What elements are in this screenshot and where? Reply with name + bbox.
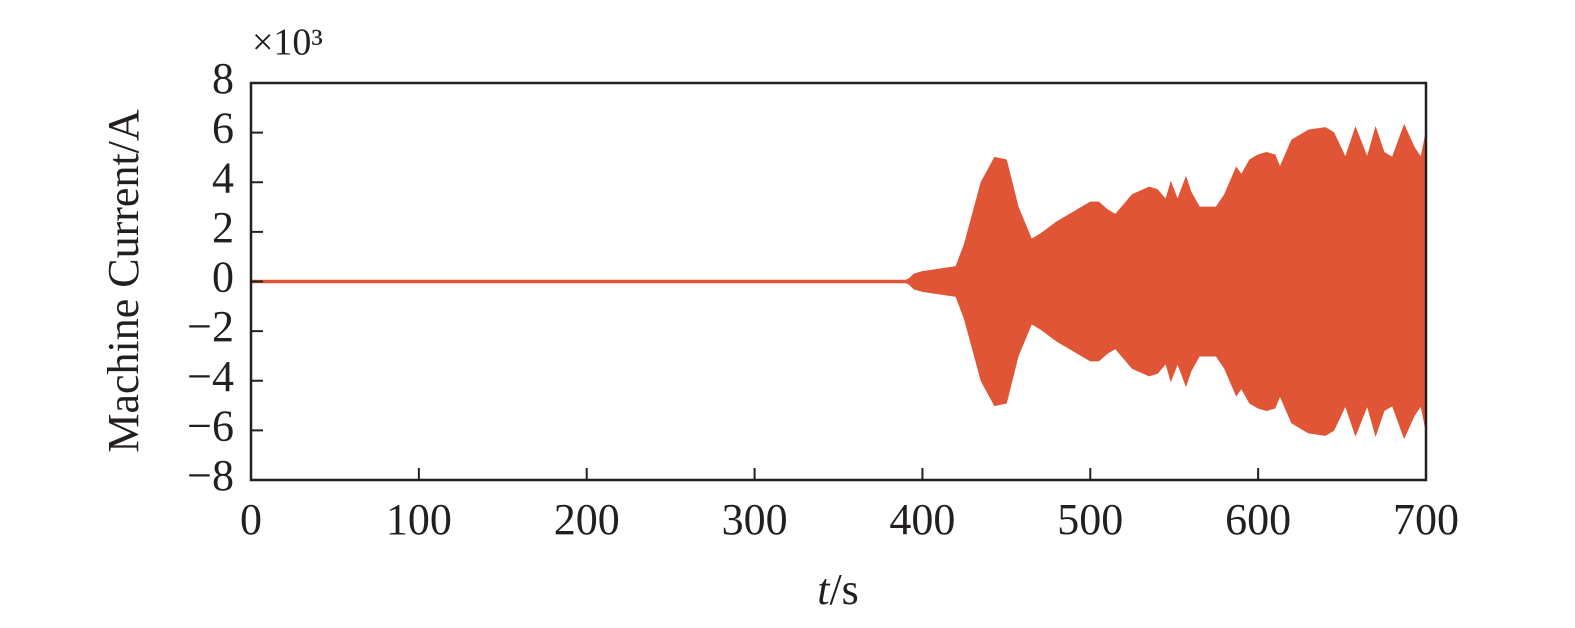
- x-tick-label: 100: [386, 495, 452, 544]
- y-tick-label: 0: [212, 253, 234, 302]
- x-tick-label: 700: [1393, 495, 1459, 544]
- envelope-upper: [250, 123, 1427, 282]
- x-axis-label: t/s: [817, 565, 859, 614]
- x-tick-label: 300: [722, 495, 788, 544]
- x-label-symbol: t: [817, 565, 831, 614]
- y-tick-label: −2: [187, 302, 234, 351]
- x-tick-label: 200: [554, 495, 620, 544]
- y-tick-label: −8: [187, 451, 234, 500]
- y-multiplier: ×10³: [252, 22, 323, 64]
- plot-frame: [249, 81, 1428, 482]
- y-axis-label: Machine Current/A: [99, 109, 148, 453]
- x-tick-label: 400: [889, 495, 955, 544]
- envelope-lower: [250, 281, 1427, 440]
- y-tick-label: 6: [212, 104, 234, 153]
- y-tick-label: 8: [212, 54, 234, 103]
- y-tick-label: 4: [212, 153, 234, 202]
- y-tick-label: −4: [187, 352, 234, 401]
- x-tick-label: 500: [1057, 495, 1123, 544]
- x-label-unit: /s: [829, 565, 858, 614]
- x-tick-label: 0: [240, 495, 262, 544]
- y-tick-label: 2: [212, 203, 234, 252]
- y-tick-label: −6: [187, 401, 234, 450]
- x-tick-label: 600: [1225, 495, 1291, 544]
